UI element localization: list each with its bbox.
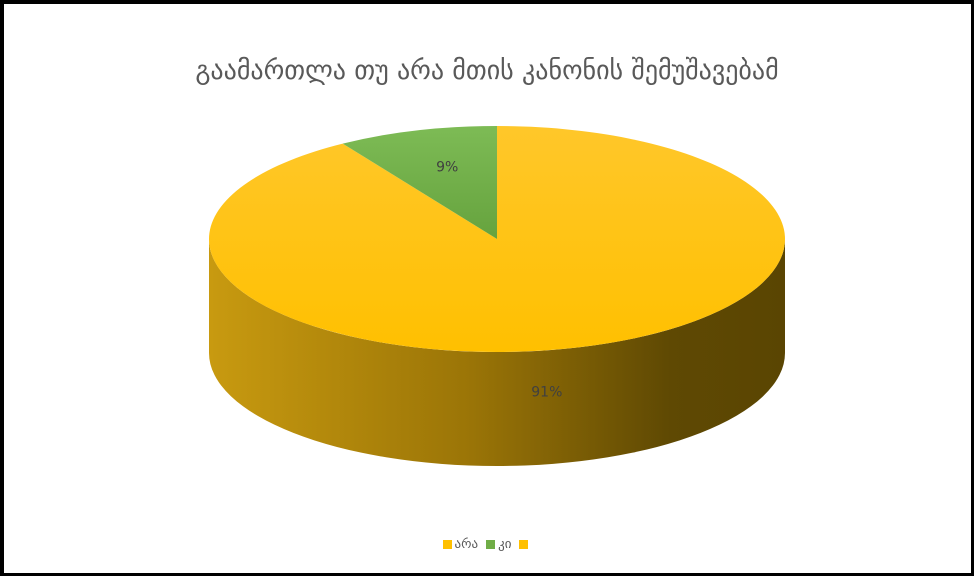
legend-swatch [486, 540, 496, 549]
legend-item-blank [519, 540, 531, 549]
chart-title: გაამართლა თუ არა მთის კანონის შემუშავება… [195, 56, 779, 86]
legend-label: არა [454, 537, 479, 552]
data-label: 91% [531, 384, 562, 400]
legend-label: კი [498, 537, 512, 552]
legend: არა კი [0, 537, 974, 552]
pie-side-wall [209, 239, 785, 466]
legend-item-no: არა [442, 537, 479, 552]
pie-slice-1 [208, 126, 785, 352]
legend-item-yes: კი [486, 537, 511, 552]
legend-swatch [519, 540, 529, 549]
pie-slice-2 [342, 126, 497, 239]
legend-swatch [442, 540, 452, 549]
data-label: 9% [436, 160, 458, 176]
